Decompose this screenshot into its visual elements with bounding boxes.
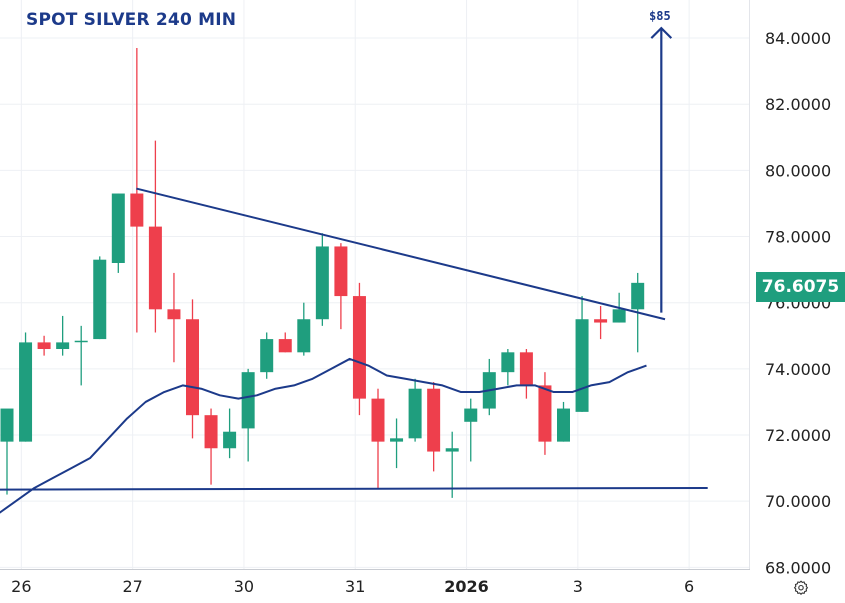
candle [427,382,441,472]
y-tick-label: 84.0000 [765,29,831,48]
candle-body [260,339,274,373]
y-axis: 84.000082.000080.000078.000076.000074.00… [765,29,831,577]
candle-body [464,408,478,422]
candle [352,282,366,416]
last-price-badge: 76.6075 [756,272,845,302]
candle [594,306,608,340]
candle-body [334,246,348,297]
candle-body [427,388,441,452]
candle-body [37,342,51,350]
candle-body [186,319,199,416]
chart-title: SPOT SILVER 240 MIN [26,10,237,30]
candle [464,398,478,462]
candle-body [612,309,626,323]
candle [519,349,533,399]
candle [130,47,144,333]
candle [148,140,162,333]
moving-average-line [0,357,647,514]
candle [371,388,385,488]
y-tick-label: 82.0000 [765,95,831,114]
x-tick-label: 3 [573,577,583,596]
candle [538,372,552,455]
candle [482,358,496,416]
candle [186,299,199,439]
candle-body [204,415,218,449]
candle [315,233,329,326]
x-tick-label: 26 [11,577,31,596]
candle-body [352,296,366,399]
candle-body [93,259,107,340]
candle [56,315,70,356]
candle [111,193,125,273]
candle [445,431,459,498]
candle-body [130,193,144,227]
candle-body [631,282,645,310]
target-arrow [650,26,673,313]
candlestick-series [0,47,645,498]
candle [74,325,88,386]
candle [260,332,274,379]
x-tick-label: 2026 [444,577,489,596]
candle [223,408,237,459]
candle [408,378,422,442]
horizontal-support-line [0,486,708,491]
y-tick-label: 72.0000 [765,426,831,445]
target-price-label: $85 [649,9,671,23]
candle-body [501,352,515,373]
x-axis: 26 27 30 31 2026 3 6 [11,577,694,596]
candle-body [0,408,14,442]
candle-body [111,193,125,263]
candle-body [167,309,181,320]
trendline-layer [0,187,708,491]
candle-body [390,438,404,442]
y-tick-label: 78.0000 [765,228,831,247]
candle-body [74,340,88,343]
candle [334,243,348,330]
candle [37,335,51,356]
descending-resistance-line [136,187,666,321]
x-tick-label: 31 [345,577,365,596]
candle-body [278,339,292,353]
candle-body [371,398,385,442]
candle-body [148,226,162,310]
candle-body [408,388,422,439]
candle [19,332,33,442]
candle [501,349,515,386]
candle [0,408,14,495]
moving-average-layer [0,357,647,514]
candle [297,302,311,356]
candle [241,368,255,462]
candle-body [519,352,533,386]
candle-body [223,431,237,449]
y-tick-label: 68.0000 [765,558,831,577]
y-tick-label: 70.0000 [765,492,831,511]
target-arrow-head [650,26,673,39]
candle-body [19,342,33,442]
x-tick-label: 30 [234,577,254,596]
candle [390,418,404,469]
candle-body [538,385,552,442]
candle [204,408,218,485]
x-tick-label: 27 [122,577,142,596]
candle-body [575,319,589,412]
candle-body [445,448,459,452]
y-tick-label: 74.0000 [765,360,831,379]
candle-body [315,246,329,320]
candle-body [297,319,311,353]
target-arrow-layer [650,26,673,313]
x-tick-label: 6 [684,577,694,596]
candle-body [241,372,255,429]
gear-icon[interactable] [793,580,809,596]
candle-body [557,408,570,442]
candle [557,401,570,442]
y-tick-label: 80.0000 [765,161,831,180]
candle-body [594,319,608,323]
candle-body [56,342,70,350]
axis-lines [0,0,750,570]
candle [93,256,107,340]
candle [278,332,292,353]
candle [167,272,181,363]
